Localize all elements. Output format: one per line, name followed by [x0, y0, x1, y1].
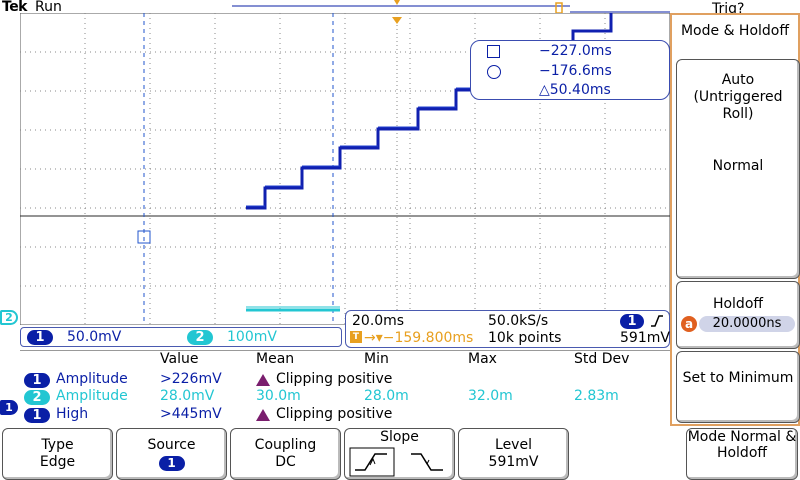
ch2-badge[interactable]: 2: [187, 330, 213, 345]
clipping-warning-icon: [256, 409, 270, 421]
trigger-type-button[interactable]: Type Edge: [2, 428, 113, 480]
row3-name: High: [56, 406, 89, 422]
header-value: Value: [160, 351, 199, 367]
clipping-warning-icon: [256, 374, 270, 386]
header-mean: Mean: [256, 351, 295, 367]
row1-clipping: Clipping positive: [276, 371, 393, 387]
row3-clipping: Clipping positive: [276, 406, 393, 422]
row1-source-badge: 1: [24, 373, 50, 388]
header-min: Min: [364, 351, 389, 367]
row2-name: Amplitude: [56, 388, 128, 404]
ch2-ground-marker[interactable]: 2: [0, 310, 18, 325]
cursor-b-value: −176.6ms: [539, 63, 612, 79]
cursor-readout: −227.0ms −176.6ms △50.40ms: [470, 40, 670, 100]
type-value: Edge: [39, 454, 76, 470]
trigger-mode-button[interactable]: Auto (Untriggered Roll) Normal: [676, 59, 800, 279]
set-to-minimum-button[interactable]: Set to Minimum: [676, 351, 800, 423]
level-label: Level: [495, 437, 532, 453]
row2-max: 32.0m: [468, 388, 513, 404]
header-std-dev: Std Dev: [574, 351, 630, 367]
slope-button[interactable]: Slope: [344, 428, 455, 480]
row2-std-dev: 2.83m: [574, 388, 619, 404]
source-ch1-badge: 1: [158, 456, 185, 471]
measurement-table: Value Mean Min Max Std Dev 1 Amplitude >…: [20, 350, 670, 425]
cursor-delta-value: △50.40ms: [539, 82, 611, 98]
row2-source-badge: 2: [24, 390, 50, 405]
trigger-t-icon: T: [350, 331, 362, 343]
type-label: Type: [41, 437, 74, 453]
row1-name: Amplitude: [56, 371, 128, 387]
level-value: 591mV: [488, 454, 539, 470]
holdoff-button[interactable]: Holdoff a 20.0000ns: [676, 281, 800, 349]
ch1-scale: 50.0mV: [67, 329, 122, 345]
side-menu: Mode & Holdoff Auto (Untriggered Roll) N…: [670, 13, 800, 426]
set-to-minimum-label: Set to Minimum: [682, 370, 794, 386]
trigger-source-button[interactable]: Source 1: [116, 428, 227, 480]
brand-logo: Tek: [2, 0, 28, 15]
row2-mean: 30.0m: [256, 388, 301, 404]
slope-rising-icon[interactable]: [349, 447, 395, 477]
ch1-ground-marker[interactable]: 1: [0, 400, 18, 415]
row2-min: 28.0m: [364, 388, 409, 404]
row3-source-badge: 1: [24, 408, 50, 423]
ch2-scale: 100mV: [227, 329, 277, 345]
record-length: 10k points: [488, 330, 562, 346]
row1-value: >226mV: [160, 371, 222, 387]
auto-mode-option[interactable]: Auto (Untriggered Roll): [693, 72, 783, 122]
slope-label: Slope: [380, 429, 419, 445]
row2-value: 28.0mV: [160, 388, 215, 404]
coupling-value: DC: [275, 454, 296, 470]
time-per-div: 20.0ms: [352, 313, 405, 329]
holdoff-label: Holdoff: [712, 296, 764, 312]
record-view-bar: [232, 0, 670, 14]
sample-rate: 50.0kS/s: [488, 313, 549, 329]
coupling-button[interactable]: Coupling DC: [230, 428, 341, 480]
cursor-a-value: −227.0ms: [539, 43, 612, 59]
mode-label: Mode Normal & Holdoff: [687, 429, 797, 461]
cursor-b-circle-icon: [487, 65, 501, 79]
ch1-badge[interactable]: 1: [27, 330, 53, 345]
mode-holdoff-button[interactable]: Mode Normal & Holdoff: [686, 428, 798, 480]
slope-falling-icon[interactable]: [405, 447, 451, 477]
multipurpose-a-icon: a: [681, 316, 697, 332]
side-menu-title: Mode & Holdoff: [680, 23, 790, 39]
row3-value: >445mV: [160, 406, 222, 422]
channel-readout-bar: 1 50.0mV 2 100mV: [20, 327, 342, 347]
normal-mode-option[interactable]: Normal: [712, 158, 764, 174]
acquisition-status: Run: [35, 0, 62, 15]
holdoff-value: 20.0000ns: [699, 316, 795, 332]
rising-edge-icon: [651, 315, 663, 327]
trigger-source-badge: 1: [620, 314, 644, 329]
source-label: Source: [147, 437, 196, 453]
trigger-position: →▾−159.800ms: [364, 330, 474, 346]
timebase-readout[interactable]: 20.0ms 50.0kS/s 1 T →▾−159.800ms 10k poi…: [345, 310, 670, 348]
cursor-a-square-icon: [487, 45, 500, 58]
trigger-level-readout: 591mV: [620, 330, 670, 346]
coupling-label: Coupling: [254, 437, 317, 453]
trigger-level-button[interactable]: Level 591mV: [458, 428, 569, 480]
header-max: Max: [468, 351, 497, 367]
